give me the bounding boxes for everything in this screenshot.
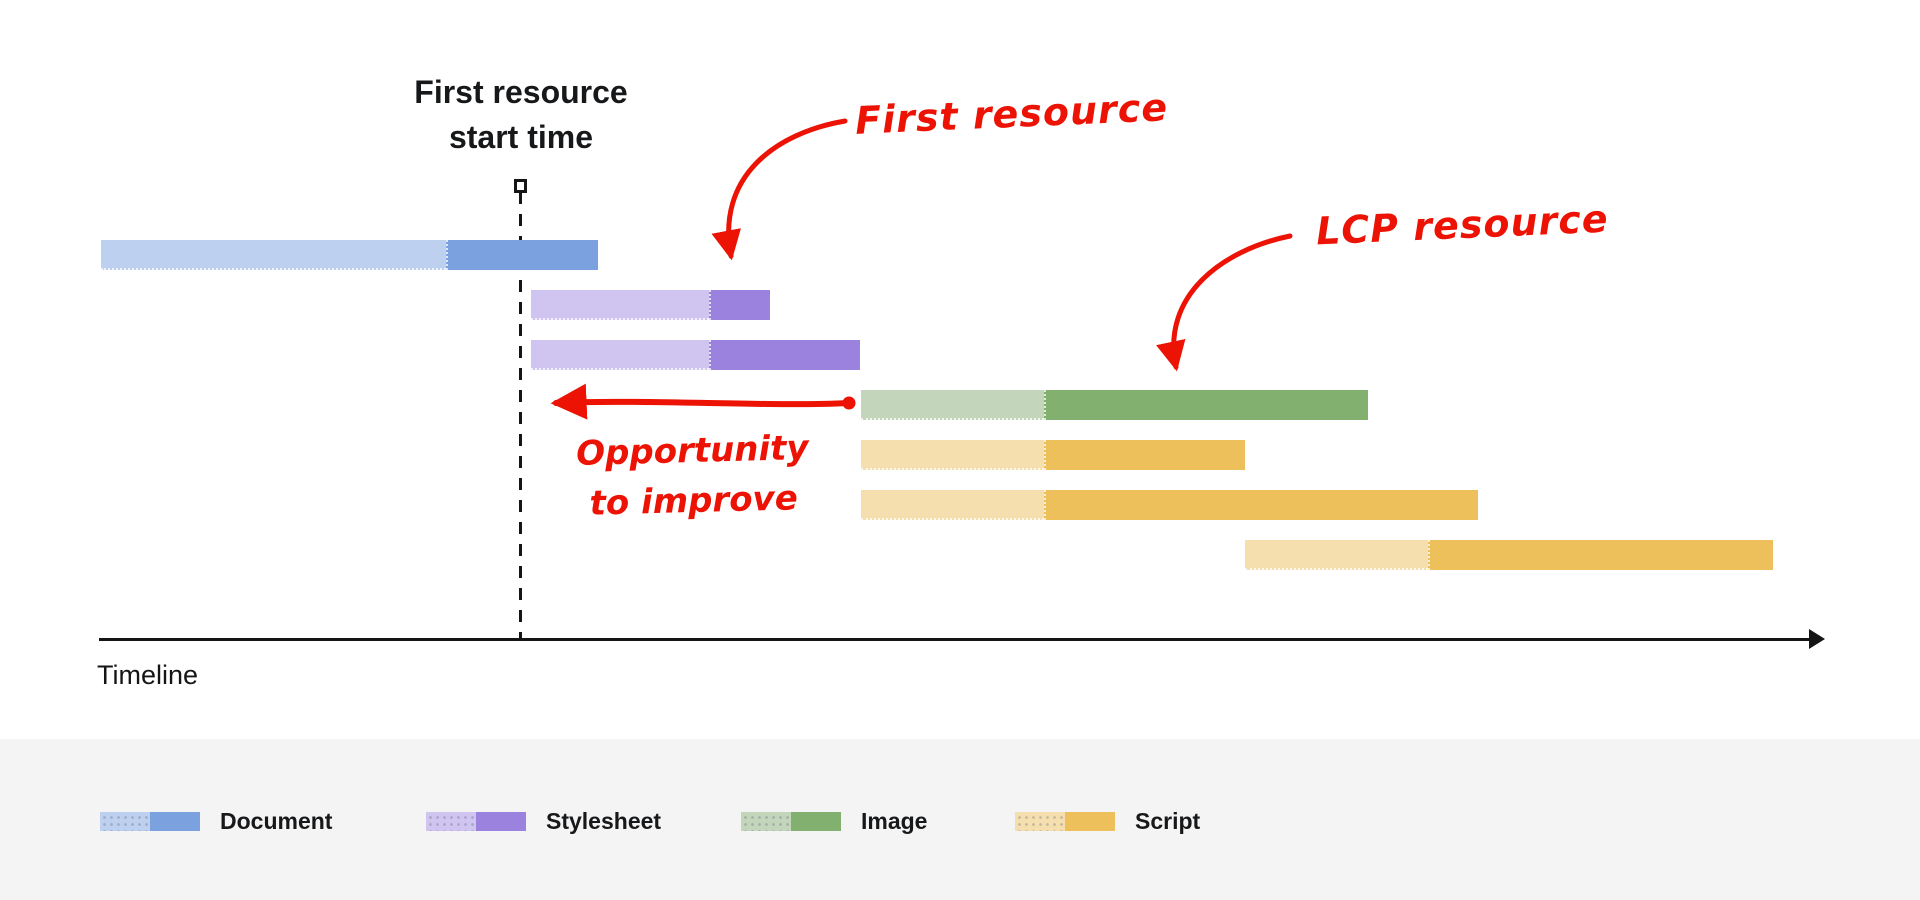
legend-swatch-image [741, 811, 841, 831]
legend-swatch-stylesheet-light [426, 811, 476, 831]
resource-bar-stylesheet-row2 [531, 290, 770, 320]
legend-item-stylesheet: Stylesheet [426, 806, 661, 836]
script-download-segment [1044, 490, 1478, 520]
image-queued-segment [861, 390, 1044, 420]
legend-background-strip [0, 739, 1920, 900]
legend-label-document: Document [220, 807, 333, 834]
stylesheet-download-segment [709, 290, 770, 320]
stylesheet-download-segment [709, 340, 860, 370]
resource-bar-script-row5 [861, 440, 1245, 470]
legend-swatch-image-dark [791, 811, 841, 831]
stylesheet-queued-segment [531, 290, 709, 320]
script-download-segment [1428, 540, 1773, 570]
script-download-segment [1044, 440, 1245, 470]
annotation-opportunity: Opportunity to improve [576, 423, 811, 529]
start-time-marker-square [514, 179, 527, 193]
resource-bar-script-row6 [861, 490, 1478, 520]
start-time-title-line1: First resource [414, 74, 628, 110]
legend-swatch-script-light [1015, 811, 1065, 831]
legend-label-stylesheet: Stylesheet [546, 807, 662, 834]
legend-label-script: Script [1135, 807, 1201, 834]
timeline-axis-arrowhead-icon [1809, 629, 1825, 649]
resource-bar-document-row1 [101, 240, 598, 270]
timeline-axis [99, 638, 1811, 641]
start-time-title-line2: start time [448, 119, 594, 155]
script-queued-segment [1245, 540, 1428, 570]
start-time-title: First resource start time [414, 70, 627, 160]
script-queued-segment [861, 440, 1044, 470]
image-download-segment [1044, 390, 1368, 420]
timeline-label: Timeline [97, 660, 199, 690]
legend-item-image: Image [741, 806, 927, 836]
annotation-opportunity-line1: Opportunity [575, 427, 810, 475]
legend-swatch-document-dark [150, 811, 200, 831]
legend-swatch-stylesheet-dark [476, 811, 526, 831]
legend-swatch-image-light [741, 811, 791, 831]
script-queued-segment [861, 490, 1044, 520]
legend-swatch-document [100, 811, 200, 831]
start-time-dashed-line [519, 192, 522, 639]
resource-bar-stylesheet-row3 [531, 340, 860, 370]
legend-swatch-document-light [100, 811, 150, 831]
stylesheet-queued-segment [531, 340, 709, 370]
legend-swatch-script-dark [1065, 811, 1115, 831]
annotation-opportunity-line2: to improve [589, 478, 799, 524]
legend-item-script: Script [1015, 806, 1200, 836]
bars-layer [101, 240, 1773, 570]
resource-bar-image-row4 [861, 390, 1368, 420]
legend-swatch-stylesheet [426, 811, 526, 831]
legend-label-image: Image [861, 807, 928, 834]
document-queued-segment [101, 240, 446, 270]
legend-swatch-script [1015, 811, 1115, 831]
document-download-segment [446, 240, 598, 270]
resource-bar-script-row7 [1245, 540, 1773, 570]
legend-item-document: Document [100, 806, 332, 836]
